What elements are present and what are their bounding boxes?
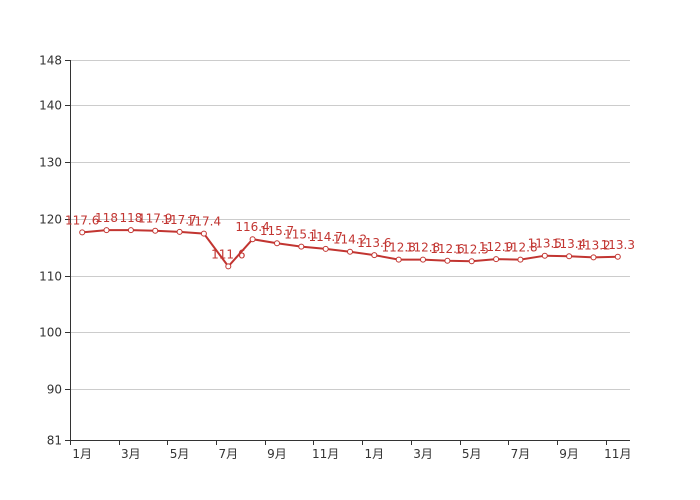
data-label: 114.7 — [309, 230, 343, 244]
y-tick-label: 110 — [39, 270, 62, 284]
x-tick-label: 11月 — [312, 447, 339, 461]
data-point[interactable] — [298, 243, 305, 250]
data-label: 115.7 — [260, 224, 294, 238]
y-tick-label: 100 — [39, 326, 62, 340]
data-label: 112.6 — [430, 242, 464, 256]
data-label: 112.5 — [455, 242, 489, 256]
data-label: 116.4 — [235, 220, 269, 234]
data-label: 113.6 — [357, 236, 391, 250]
data-label: 113.5 — [528, 237, 562, 251]
data-points — [79, 227, 621, 270]
x-tick-label: 9月 — [559, 447, 579, 461]
data-point[interactable] — [590, 254, 597, 261]
data-point[interactable] — [444, 257, 451, 264]
data-point[interactable] — [614, 253, 621, 260]
data-label: 117.6 — [65, 213, 99, 227]
x-tick-label: 7月 — [218, 447, 238, 461]
data-label: 111.6 — [211, 247, 245, 261]
x-tick-label: 1月 — [72, 447, 92, 461]
data-label: 117.9 — [138, 212, 172, 226]
data-label: 113.4 — [552, 237, 586, 251]
data-point[interactable] — [176, 228, 183, 235]
data-label: 118 — [119, 211, 142, 225]
data-point[interactable] — [322, 245, 329, 252]
x-tick-label: 5月 — [462, 447, 482, 461]
y-tick-label: 120 — [39, 213, 62, 227]
y-tick-label: 130 — [39, 156, 62, 170]
data-point[interactable] — [249, 236, 256, 243]
data-label: 115.1 — [284, 228, 318, 242]
data-label: 112.8 — [382, 241, 416, 255]
data-point[interactable] — [371, 252, 378, 259]
data-point[interactable] — [493, 256, 500, 263]
data-point[interactable] — [517, 256, 524, 263]
data-label: 112.8 — [406, 241, 440, 255]
data-label: 118 — [95, 211, 118, 225]
data-point[interactable] — [79, 229, 86, 236]
data-point[interactable] — [127, 227, 134, 234]
data-point[interactable] — [395, 256, 402, 263]
data-point[interactable] — [152, 227, 159, 234]
data-point[interactable] — [566, 253, 573, 260]
x-tick-label: 3月 — [413, 447, 433, 461]
y-tick-label: 90 — [47, 383, 62, 397]
grid-lines — [70, 60, 630, 390]
x-tick-label: 11月 — [604, 447, 631, 461]
x-tick-label: 3月 — [121, 447, 141, 461]
axes — [65, 60, 630, 445]
y-tick-label: 148 — [39, 54, 62, 68]
data-point[interactable] — [103, 227, 110, 234]
data-label: 112.9 — [479, 240, 513, 254]
data-point[interactable] — [200, 230, 207, 237]
y-tick-label: 140 — [39, 99, 62, 113]
data-point[interactable] — [420, 256, 426, 263]
data-point[interactable] — [225, 263, 232, 270]
x-tick-label: 1月 — [365, 447, 385, 461]
data-label: 112.8 — [503, 241, 537, 255]
data-label: 113.2 — [576, 238, 610, 252]
data-point[interactable] — [468, 258, 475, 265]
x-tick-label: 5月 — [170, 447, 190, 461]
data-label: 117.7 — [162, 213, 196, 227]
data-point[interactable] — [347, 248, 353, 255]
data-label: 113.3 — [601, 238, 635, 252]
y-axis-tick-labels: 148 140 130 120 110 100 90 81 — [39, 54, 62, 448]
x-axis-tick-labels: 1月 3月 5月 7月 9月 11月 1月 3月 5月 7月 9月 11月 — [72, 447, 631, 461]
data-label: 117.4 — [187, 215, 221, 229]
data-label: 114.2 — [333, 233, 367, 247]
x-tick-label: 7月 — [511, 447, 531, 461]
y-tick-label: 81 — [47, 434, 62, 448]
x-tick-label: 9月 — [267, 447, 287, 461]
data-point[interactable] — [274, 240, 280, 247]
data-point[interactable] — [541, 252, 548, 259]
